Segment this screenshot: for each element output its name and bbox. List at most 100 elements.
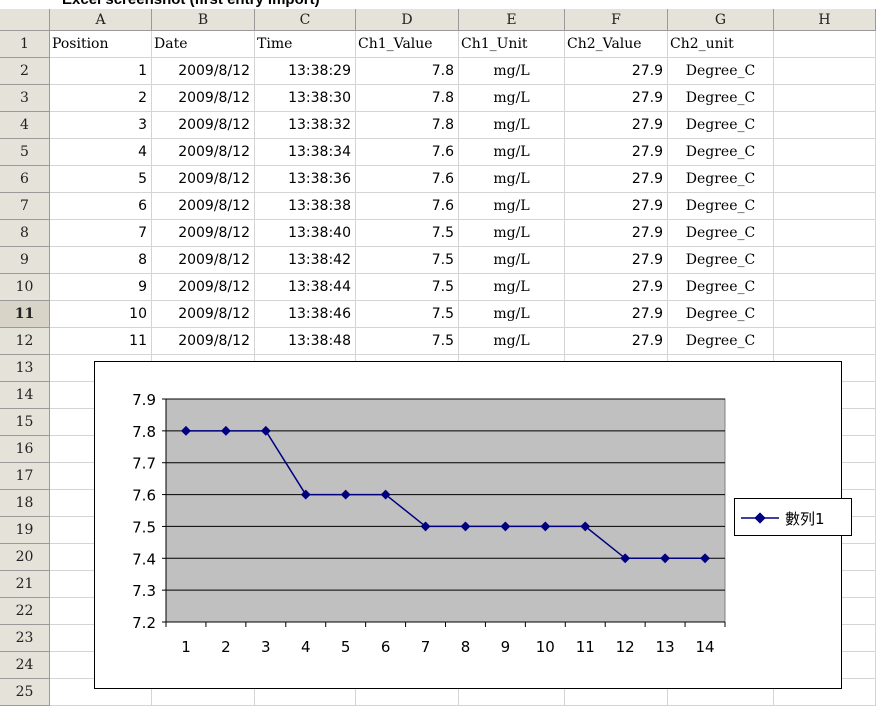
row-header-17[interactable]: 17	[0, 463, 50, 490]
data-cell[interactable]: 27.9	[565, 247, 668, 274]
column-header-E[interactable]: E	[459, 9, 565, 31]
row-header-24[interactable]: 24	[0, 652, 50, 679]
empty-cell[interactable]	[774, 139, 876, 166]
data-cell[interactable]: mg/L	[459, 220, 565, 247]
row-header-19[interactable]: 19	[0, 517, 50, 544]
row-header-18[interactable]: 18	[0, 490, 50, 517]
empty-cell[interactable]	[774, 58, 876, 85]
data-cell[interactable]: 10	[50, 301, 152, 328]
column-header-B[interactable]: B	[152, 9, 255, 31]
empty-cell[interactable]	[774, 328, 876, 355]
data-cell[interactable]: 7.8	[356, 85, 459, 112]
data-cell[interactable]: mg/L	[459, 328, 565, 355]
data-cell[interactable]: 27.9	[565, 112, 668, 139]
data-cell[interactable]: mg/L	[459, 58, 565, 85]
data-cell[interactable]: 9	[50, 274, 152, 301]
header-cell[interactable]: Position	[50, 31, 152, 58]
empty-cell[interactable]	[774, 247, 876, 274]
data-cell[interactable]: Degree_C	[668, 193, 774, 220]
data-cell[interactable]: Degree_C	[668, 112, 774, 139]
data-cell[interactable]: 7.5	[356, 328, 459, 355]
data-cell[interactable]: 7.5	[356, 247, 459, 274]
empty-cell[interactable]	[774, 85, 876, 112]
empty-cell[interactable]	[356, 679, 459, 706]
data-cell[interactable]: 5	[50, 166, 152, 193]
data-cell[interactable]: 13:38:38	[255, 193, 356, 220]
row-header-9[interactable]: 9	[0, 247, 50, 274]
column-header-C[interactable]: C	[255, 9, 356, 31]
data-cell[interactable]: 7.5	[356, 301, 459, 328]
data-cell[interactable]: Degree_C	[668, 301, 774, 328]
data-cell[interactable]: 7.6	[356, 166, 459, 193]
line-chart[interactable]: 7.2 7.3 7.4 7.5 7.6 7.7 7.8 7.9 1 2 3 4 5 6 7 8 9 10 11 12 1…	[94, 361, 842, 689]
row-header-11[interactable]: 11	[0, 301, 50, 328]
data-cell[interactable]: 13:38:36	[255, 166, 356, 193]
empty-cell[interactable]	[774, 31, 876, 58]
column-header-H[interactable]: H	[774, 9, 876, 31]
data-cell[interactable]: 2009/8/12	[152, 247, 255, 274]
empty-cell[interactable]	[152, 679, 255, 706]
data-cell[interactable]: mg/L	[459, 85, 565, 112]
empty-cell[interactable]	[50, 679, 152, 706]
row-header-5[interactable]: 5	[0, 139, 50, 166]
column-header-D[interactable]: D	[356, 9, 459, 31]
row-header-15[interactable]: 15	[0, 409, 50, 436]
header-cell[interactable]: Ch1_Value	[356, 31, 459, 58]
data-cell[interactable]: 1	[50, 58, 152, 85]
data-cell[interactable]: Degree_C	[668, 85, 774, 112]
data-cell[interactable]: 13:38:46	[255, 301, 356, 328]
row-header-8[interactable]: 8	[0, 220, 50, 247]
empty-cell[interactable]	[774, 193, 876, 220]
data-cell[interactable]: 27.9	[565, 193, 668, 220]
row-header-6[interactable]: 6	[0, 166, 50, 193]
data-cell[interactable]: 7	[50, 220, 152, 247]
empty-cell[interactable]	[774, 166, 876, 193]
row-header-14[interactable]: 14	[0, 382, 50, 409]
data-cell[interactable]: Degree_C	[668, 247, 774, 274]
data-cell[interactable]: 3	[50, 112, 152, 139]
row-header-7[interactable]: 7	[0, 193, 50, 220]
data-cell[interactable]: 2009/8/12	[152, 85, 255, 112]
data-cell[interactable]: 27.9	[565, 85, 668, 112]
data-cell[interactable]: 27.9	[565, 139, 668, 166]
header-cell[interactable]: Ch2_unit	[668, 31, 774, 58]
data-cell[interactable]: 27.9	[565, 328, 668, 355]
data-cell[interactable]: 2009/8/12	[152, 58, 255, 85]
column-header-G[interactable]: G	[668, 9, 774, 31]
row-header-10[interactable]: 10	[0, 274, 50, 301]
row-header-22[interactable]: 22	[0, 598, 50, 625]
empty-cell[interactable]	[459, 679, 565, 706]
data-cell[interactable]: Degree_C	[668, 58, 774, 85]
empty-cell[interactable]	[668, 679, 774, 706]
data-cell[interactable]: 2009/8/12	[152, 328, 255, 355]
data-cell[interactable]: 2009/8/12	[152, 274, 255, 301]
data-cell[interactable]: mg/L	[459, 139, 565, 166]
chart-legend[interactable]: 數列1	[734, 498, 852, 536]
data-cell[interactable]: 13:38:32	[255, 112, 356, 139]
data-cell[interactable]: mg/L	[459, 274, 565, 301]
data-cell[interactable]: 7.8	[356, 58, 459, 85]
data-cell[interactable]: 27.9	[565, 220, 668, 247]
header-cell[interactable]: Ch2_Value	[565, 31, 668, 58]
row-header-16[interactable]: 16	[0, 436, 50, 463]
row-header-25[interactable]: 25	[0, 679, 50, 706]
column-header-F[interactable]: F	[565, 9, 668, 31]
empty-cell[interactable]	[774, 274, 876, 301]
data-cell[interactable]: Degree_C	[668, 220, 774, 247]
row-header-3[interactable]: 3	[0, 85, 50, 112]
empty-cell[interactable]	[255, 679, 356, 706]
data-cell[interactable]: 13:38:42	[255, 247, 356, 274]
data-cell[interactable]: Degree_C	[668, 166, 774, 193]
data-cell[interactable]: mg/L	[459, 193, 565, 220]
data-cell[interactable]: mg/L	[459, 301, 565, 328]
data-cell[interactable]: 27.9	[565, 274, 668, 301]
header-cell[interactable]: Time	[255, 31, 356, 58]
data-cell[interactable]: 2009/8/12	[152, 193, 255, 220]
data-cell[interactable]: 2009/8/12	[152, 166, 255, 193]
row-header-20[interactable]: 20	[0, 544, 50, 571]
data-cell[interactable]: 7.5	[356, 220, 459, 247]
row-header-1[interactable]: 1	[0, 31, 50, 58]
data-cell[interactable]: 27.9	[565, 301, 668, 328]
data-cell[interactable]: 6	[50, 193, 152, 220]
data-cell[interactable]: Degree_C	[668, 139, 774, 166]
